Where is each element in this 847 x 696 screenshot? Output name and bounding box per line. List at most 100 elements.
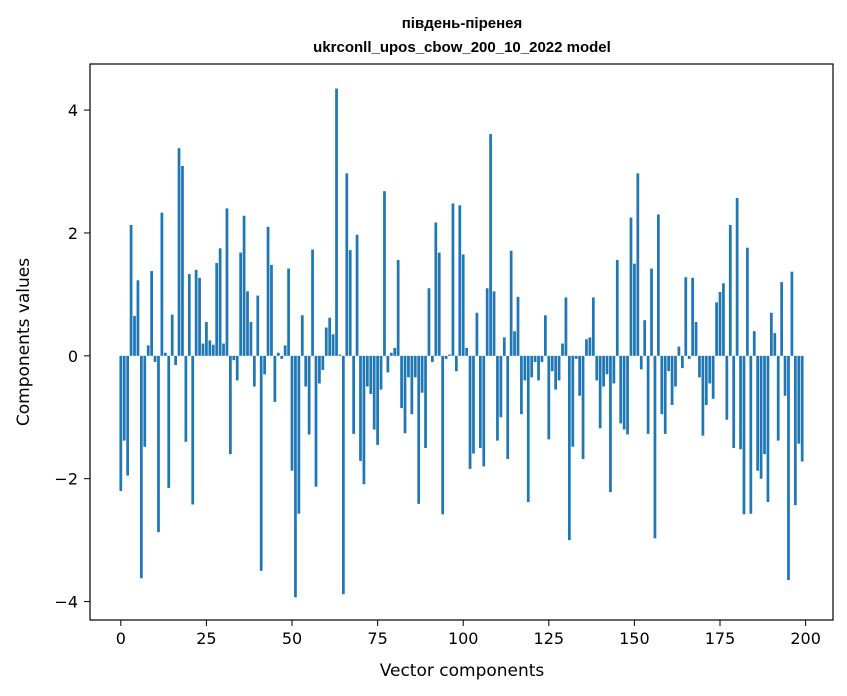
bar [393, 347, 397, 356]
bar [478, 355, 482, 448]
bar [376, 355, 379, 445]
bar [687, 355, 691, 359]
bar [725, 355, 729, 420]
bar [359, 355, 362, 461]
bar [622, 355, 626, 430]
bar [294, 355, 297, 598]
x-tick-label: 75 [367, 629, 387, 648]
bar [129, 224, 133, 356]
bar [383, 191, 386, 356]
bar [283, 345, 287, 356]
bar [431, 355, 434, 362]
x-axis-label: Vector components [380, 661, 545, 681]
bar [516, 296, 520, 356]
bar [211, 344, 215, 356]
bar [427, 288, 431, 356]
y-tick-label: 4 [68, 101, 78, 120]
bar [170, 314, 174, 356]
bar [670, 355, 674, 405]
bar [372, 355, 376, 430]
bar [759, 355, 763, 479]
bar [485, 288, 489, 356]
bar [410, 355, 414, 415]
bar [776, 355, 780, 441]
bar [615, 259, 619, 356]
bar [273, 355, 277, 402]
bar [557, 355, 561, 381]
bar [194, 269, 198, 356]
bar [256, 295, 260, 356]
bar [674, 355, 677, 387]
bar [711, 355, 715, 399]
bar [581, 355, 585, 460]
y-tick-label: −4 [54, 593, 78, 612]
bar [177, 148, 181, 356]
bar [523, 355, 527, 381]
bar [263, 355, 266, 375]
bar [276, 352, 280, 356]
bar [352, 355, 356, 434]
bar [533, 355, 537, 362]
bar [218, 248, 222, 356]
bar [660, 355, 664, 415]
bar [225, 208, 229, 356]
bar [526, 355, 530, 503]
bar [362, 355, 366, 485]
bar [752, 331, 756, 356]
bar [235, 355, 239, 381]
bar [331, 334, 335, 356]
bar [122, 355, 126, 441]
y-tick-label: 2 [68, 224, 78, 243]
bar [680, 355, 684, 369]
x-tick-label: 150 [619, 629, 650, 648]
bar [437, 252, 441, 356]
bar [222, 343, 225, 356]
bar [544, 315, 547, 356]
bar [184, 355, 188, 442]
bar [139, 355, 143, 579]
bar [297, 355, 301, 514]
bar [547, 355, 551, 440]
bar [602, 355, 605, 387]
bar [626, 355, 629, 435]
bar [537, 355, 540, 381]
bar [324, 327, 328, 356]
bar [280, 355, 284, 359]
bar [472, 355, 475, 454]
bar [198, 277, 201, 356]
bar [328, 317, 332, 356]
bar [342, 355, 345, 595]
bar [646, 355, 650, 434]
bar [561, 343, 564, 356]
bar [663, 355, 667, 434]
bar [567, 355, 571, 541]
bar [246, 291, 249, 356]
bars-group [119, 88, 804, 598]
bar [653, 355, 657, 539]
bar [773, 333, 777, 356]
bar [201, 343, 205, 356]
y-tick-label: −2 [54, 470, 78, 489]
bar [475, 312, 479, 356]
bar [434, 222, 438, 356]
bar [756, 355, 760, 471]
bar [259, 355, 263, 571]
bar [191, 355, 195, 505]
bar [153, 355, 157, 362]
bar [636, 173, 640, 356]
bar [550, 355, 554, 372]
bar [420, 355, 424, 393]
bar [502, 337, 506, 356]
bar [300, 315, 304, 356]
bar [763, 355, 766, 455]
bar [766, 355, 770, 503]
bar [396, 259, 400, 356]
bar [424, 355, 427, 448]
bar [461, 254, 465, 356]
bar [793, 355, 797, 506]
x-tick-label: 50 [282, 629, 302, 648]
x-tick-label: 100 [448, 629, 479, 648]
bar [465, 347, 469, 356]
bar [365, 355, 369, 387]
